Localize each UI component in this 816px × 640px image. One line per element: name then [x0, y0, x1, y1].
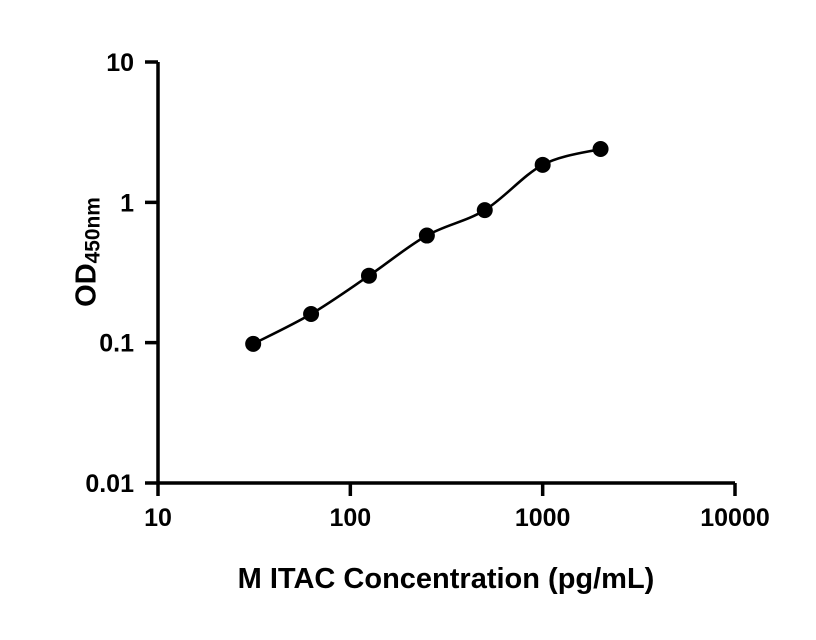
x-tick-label: 100	[329, 504, 371, 532]
data-point	[303, 306, 320, 323]
x-tick-label: 10000	[700, 504, 770, 532]
data-point	[476, 202, 493, 219]
data-point	[418, 227, 435, 244]
y-tick-label: 0.1	[99, 330, 134, 358]
data-point	[360, 267, 377, 284]
data-point	[592, 140, 609, 157]
x-axis-title: M ITAC Concentration (pg/mL)	[237, 563, 655, 595]
data-point	[245, 335, 262, 352]
x-tick-label: 1000	[515, 504, 571, 532]
tick-marks	[145, 60, 737, 496]
y-tick-label: 10	[106, 49, 134, 77]
y-axis-title: OD450nm	[71, 197, 106, 307]
y-axis-title-subscript: 450nm	[81, 197, 105, 264]
y-tick-label: 0.01	[85, 470, 134, 498]
y-tick-label: 1	[120, 189, 134, 217]
y-axis-title-main: OD	[70, 263, 103, 307]
axis-spines	[156, 62, 735, 485]
x-tick-label: 10	[144, 504, 172, 532]
data-point	[534, 156, 551, 173]
